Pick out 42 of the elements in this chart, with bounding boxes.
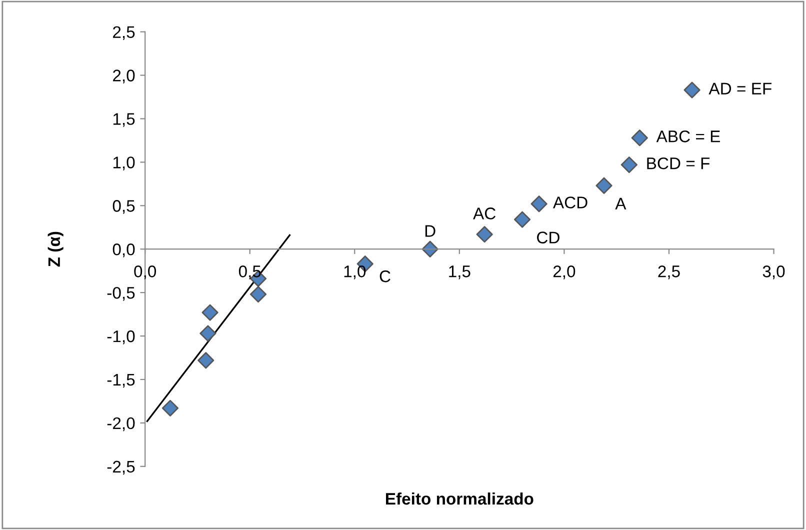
point [476, 226, 493, 243]
x-tick-label: 0,5 [238, 266, 261, 280]
annotation: CD [537, 232, 560, 244]
x-tick-label: 1,0 [344, 266, 366, 280]
y-tick-label: -2,5 [107, 460, 135, 475]
x-tick-label: 2,0 [553, 266, 576, 280]
y-tick-label: -2,0 [107, 417, 135, 432]
annotation: AD = EF [708, 82, 772, 94]
x-tick-label: 3,0 [762, 266, 785, 280]
point [202, 304, 218, 321]
point [596, 177, 612, 194]
y-tick-label: 2,0 [113, 70, 135, 84]
annotation: A [615, 198, 626, 210]
point [620, 156, 638, 174]
point [530, 196, 548, 212]
annotation: C [380, 270, 390, 282]
annotation: D [425, 225, 436, 237]
y-tick-label: -1,5 [107, 374, 135, 388]
y-tick-label: 2,5 [113, 26, 135, 40]
annotation: ACD [552, 196, 588, 208]
y-tick-label: -0,5 [107, 286, 135, 301]
annotation: ABC = E [656, 130, 720, 142]
point [250, 286, 267, 303]
point [514, 211, 531, 228]
point [200, 325, 216, 342]
y-tick-label: -1,0 [107, 330, 135, 344]
x-axis-title: Efeito normalizado [386, 492, 534, 505]
x-tick-label: 1,5 [449, 266, 470, 280]
annotation: AC [473, 208, 496, 220]
y-tick-label: 0,5 [112, 200, 135, 214]
point [422, 240, 438, 258]
point [631, 130, 648, 146]
y-tick-label: 1,0 [113, 156, 135, 170]
point [198, 352, 214, 369]
y-tick-label: 0,0 [112, 244, 135, 258]
point [162, 400, 179, 416]
y-axis-title: Z (α) [48, 232, 64, 267]
x-tick-label: 2,5 [658, 266, 680, 280]
point [684, 82, 700, 98]
y-tick-label: 1,5 [113, 113, 135, 127]
x-tick-label: 0,0 [134, 266, 156, 280]
annotation: BCD = F [647, 157, 710, 170]
